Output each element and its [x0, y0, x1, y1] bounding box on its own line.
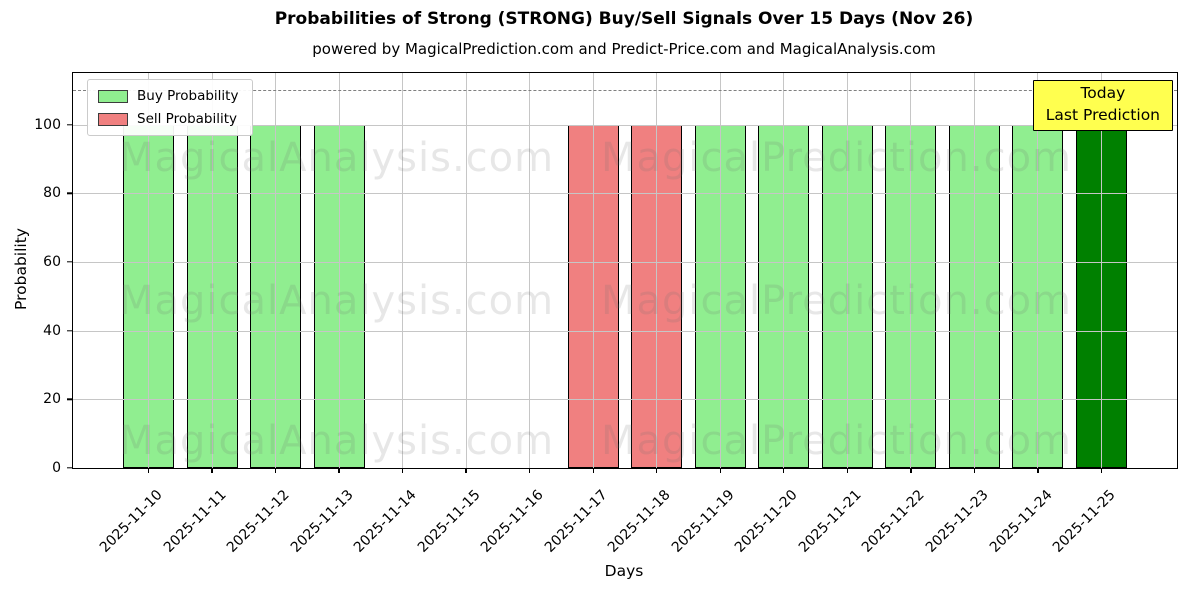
- y-tick-label-80: 80: [43, 185, 61, 202]
- buy-probability-swatch: [98, 89, 128, 103]
- x-tick-label-2025-11-25: 2025-11-25: [1049, 487, 1119, 556]
- gridline-horizontal: [73, 261, 1177, 263]
- legend: Buy Probability Sell Probability: [87, 79, 254, 136]
- gridline-vertical: [1037, 73, 1039, 468]
- x-tick: [783, 468, 785, 473]
- x-tick-label-2025-11-10: 2025-11-10: [97, 487, 166, 556]
- x-tick-label-2025-11-16: 2025-11-16: [478, 487, 548, 556]
- x-tick-label-2025-11-14: 2025-11-14: [351, 487, 421, 556]
- y-tick-label-100: 100: [34, 116, 61, 133]
- y-tick: [66, 192, 72, 194]
- x-tick: [211, 468, 213, 473]
- gridline-vertical: [275, 73, 277, 468]
- y-tick: [66, 467, 72, 469]
- gridline-vertical: [148, 73, 150, 468]
- y-tick: [66, 123, 72, 126]
- x-tick: [719, 468, 721, 473]
- x-tick-label-2025-11-17: 2025-11-17: [541, 487, 611, 556]
- today-annotation-line1: Today: [1080, 84, 1126, 102]
- gridline-vertical: [465, 73, 467, 468]
- x-tick-label-2025-11-15: 2025-11-15: [414, 487, 484, 556]
- gridline-vertical: [1100, 73, 1102, 468]
- x-tick: [656, 468, 658, 473]
- y-tick-label-60: 60: [43, 253, 61, 270]
- y-tick-label-40: 40: [43, 322, 61, 339]
- y-tick: [66, 398, 72, 400]
- y-tick: [66, 261, 72, 263]
- gridline-vertical: [402, 73, 404, 468]
- gridline-vertical: [846, 73, 848, 468]
- x-tick-label-2025-11-18: 2025-11-18: [605, 487, 675, 556]
- today-annotation: Today Last Prediction: [1032, 80, 1173, 132]
- gridline-vertical: [656, 73, 658, 468]
- legend-label-buy: Buy Probability: [137, 88, 239, 104]
- gridline-vertical: [211, 73, 213, 468]
- gridline-vertical: [592, 73, 594, 468]
- x-tick: [846, 468, 848, 473]
- chart-subtitle: powered by MagicalPrediction.com and Pre…: [312, 40, 936, 58]
- gridline-vertical: [973, 73, 975, 468]
- gridline-horizontal: [73, 193, 1177, 195]
- x-tick: [973, 468, 976, 473]
- x-tick-label-2025-11-24: 2025-11-24: [986, 487, 1056, 556]
- x-tick: [465, 468, 467, 473]
- x-tick-label-2025-11-12: 2025-11-12: [224, 487, 293, 556]
- today-annotation-line2: Last Prediction: [1045, 105, 1160, 124]
- y-tick: [66, 329, 72, 332]
- y-axis-label: Probability: [12, 228, 30, 310]
- legend-item-sell: Sell Probability: [98, 111, 238, 127]
- x-tick-label-2025-11-23: 2025-11-23: [922, 487, 992, 556]
- x-tick: [338, 468, 340, 473]
- gridline-horizontal: [73, 124, 1177, 126]
- y-tick-label-0: 0: [52, 460, 61, 476]
- chart-title: Probabilities of Strong (STRONG) Buy/Sel…: [274, 9, 974, 29]
- y-tick-label-20: 20: [43, 391, 61, 408]
- gridline-vertical: [529, 73, 531, 468]
- x-tick: [910, 468, 912, 473]
- x-tick-label-2025-11-19: 2025-11-19: [668, 487, 738, 556]
- x-tick: [401, 468, 404, 473]
- x-tick: [1037, 468, 1039, 473]
- x-tick: [592, 468, 594, 473]
- gridline-horizontal: [73, 330, 1177, 332]
- gridline-vertical: [783, 73, 785, 468]
- x-tick-label-2025-11-13: 2025-11-13: [287, 487, 357, 556]
- x-tick-label-2025-11-22: 2025-11-22: [859, 487, 929, 556]
- legend-label-sell: Sell Probability: [137, 111, 238, 127]
- gridline-vertical: [910, 73, 912, 468]
- x-axis-label: Days: [604, 562, 644, 580]
- x-tick-label-2025-11-20: 2025-11-20: [732, 487, 802, 556]
- x-tick: [1100, 468, 1103, 473]
- gridline-vertical: [719, 73, 721, 468]
- plot-area: Buy Probability Sell Probability Today L…: [34, 72, 1178, 556]
- legend-item-buy: Buy Probability: [98, 88, 238, 104]
- x-tick-label-2025-11-21: 2025-11-21: [795, 487, 865, 556]
- sell-probability-swatch: [98, 112, 128, 126]
- x-tick: [529, 468, 531, 473]
- x-tick: [147, 468, 150, 473]
- x-tick: [274, 468, 277, 473]
- gridline-horizontal: [73, 399, 1177, 401]
- threshold-dashed-line: [73, 90, 1177, 92]
- x-tick-label-2025-11-11: 2025-11-11: [160, 487, 230, 556]
- gridline-vertical: [338, 73, 340, 468]
